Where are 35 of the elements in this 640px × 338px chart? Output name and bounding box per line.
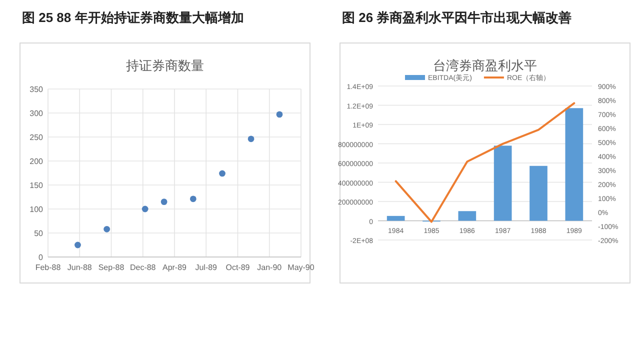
x-tick-label: Feb-88 xyxy=(35,263,62,272)
y-tick-label: 300 xyxy=(30,109,44,118)
y-tick-label: 250 xyxy=(30,133,44,142)
chart-subtitle: 持证券商数量 xyxy=(126,58,204,73)
x-tick-label: Dec-88 xyxy=(130,263,156,272)
chart-title: 图 26 券商盈利水平因牛市出现大幅改善 xyxy=(342,10,572,25)
point xyxy=(104,226,110,232)
x-tick-label: Apr-89 xyxy=(162,263,188,272)
bar xyxy=(386,216,405,221)
bar xyxy=(530,166,548,221)
x-tick-label: Jan-90 xyxy=(257,263,282,272)
y-tick-label: 150 xyxy=(30,181,44,190)
point xyxy=(219,170,226,177)
point xyxy=(160,198,168,205)
x-tick-label: Oct-89 xyxy=(226,263,250,272)
bar xyxy=(494,146,512,221)
point xyxy=(190,196,196,202)
point xyxy=(248,136,254,142)
y-tick-label: 200 xyxy=(30,157,44,166)
x-tick-label: May-90 xyxy=(288,263,315,272)
y-tick-label: 50 xyxy=(34,229,44,238)
bar xyxy=(458,211,476,221)
y-tick-label: 350 xyxy=(30,85,44,94)
point xyxy=(142,206,148,212)
x-tick-label: Jun-88 xyxy=(67,263,92,272)
chart-title: 图 25 88 年开始持证券商数量大幅增加 xyxy=(22,10,244,25)
point xyxy=(74,242,81,248)
bar xyxy=(565,108,584,221)
y-tick-label: 0 xyxy=(38,253,44,262)
chart-subtitle: 台湾券商盈利水平 xyxy=(433,58,537,73)
x-tick-label: Sep-88 xyxy=(98,263,125,272)
y-tick-label: 100 xyxy=(30,205,44,214)
line-series xyxy=(394,102,576,223)
x-tick-label: Jul-89 xyxy=(195,263,218,272)
point xyxy=(276,111,283,118)
